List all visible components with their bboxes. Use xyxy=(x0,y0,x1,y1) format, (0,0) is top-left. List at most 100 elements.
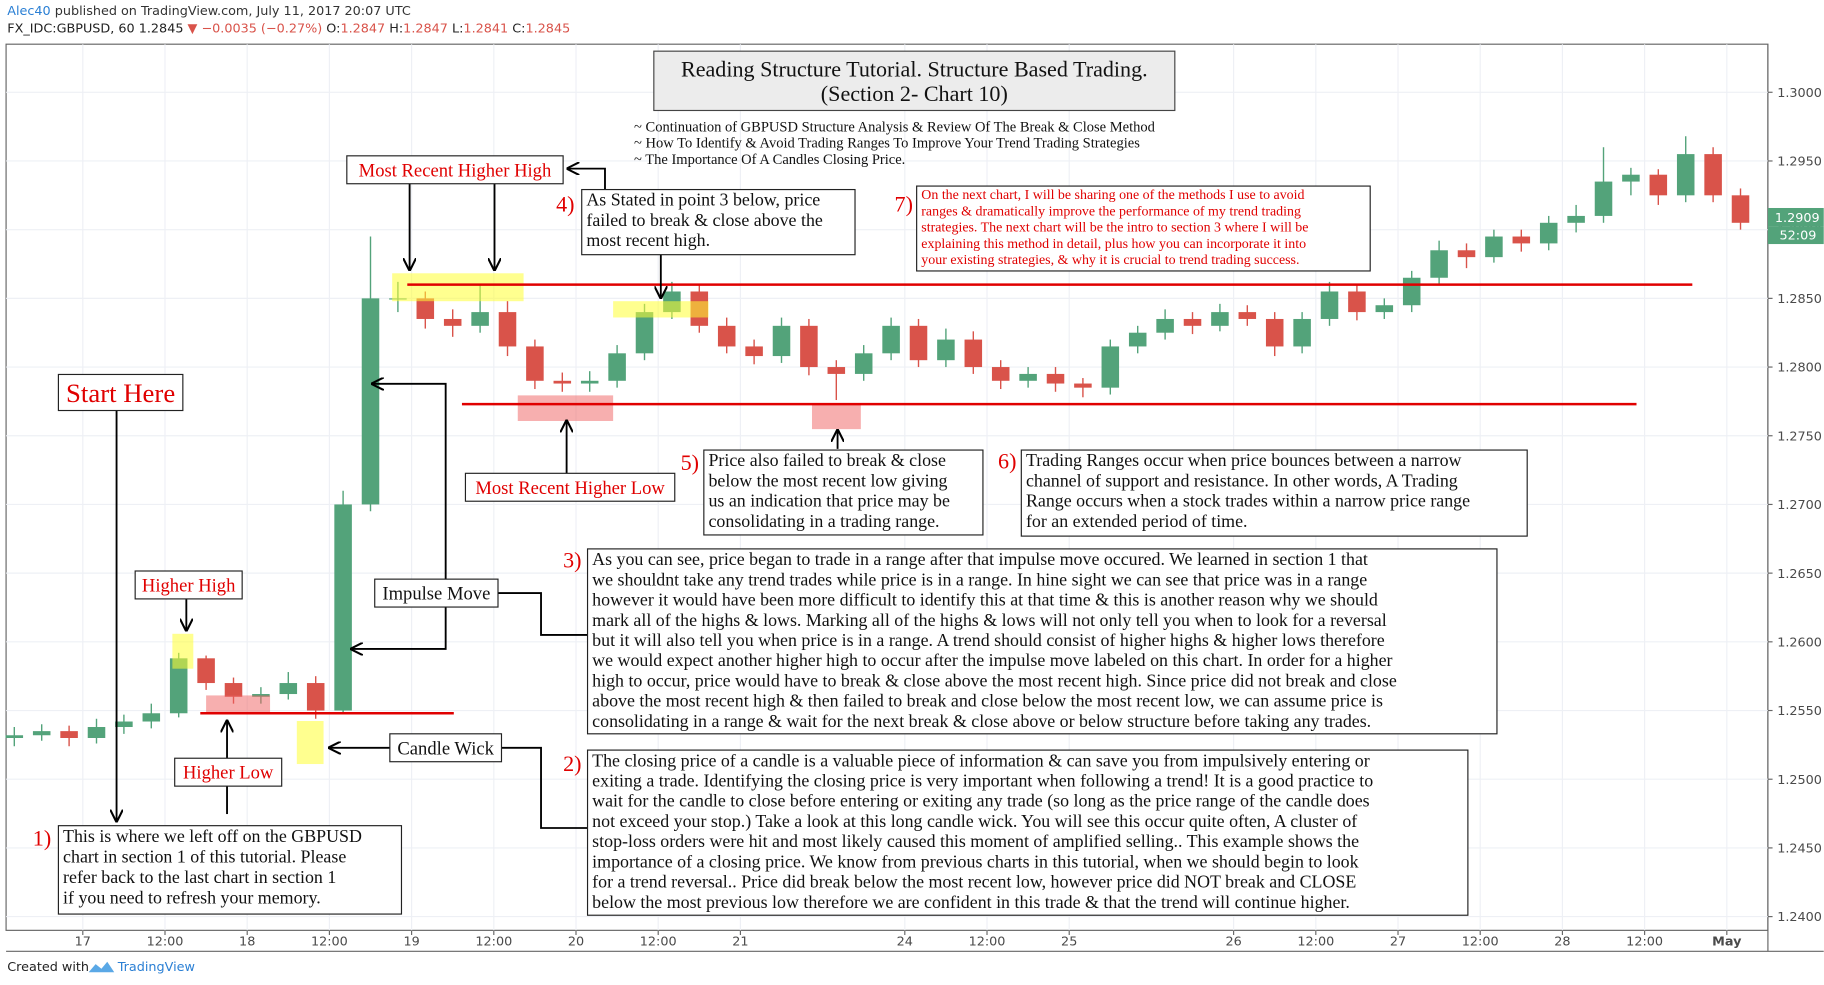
bullet: ~ How To Identify & Avoid Trading Ranges… xyxy=(634,136,1140,152)
label-box xyxy=(346,155,564,185)
candle-body xyxy=(1046,373,1065,384)
countdown: 52:09 xyxy=(1780,228,1817,243)
candle-body xyxy=(1265,318,1284,347)
levels xyxy=(200,283,1693,715)
candle-body xyxy=(1512,236,1531,244)
header-line: Alec40 published on TradingView.com, Jul… xyxy=(7,4,411,19)
note-line: below the most recent low giving xyxy=(708,470,947,490)
candle-body xyxy=(1649,174,1668,196)
x-tick-label: 26 xyxy=(1225,934,1241,949)
y-tick-label: 1.2950 xyxy=(1777,155,1822,170)
o-value: 1.2847 xyxy=(340,22,385,37)
candle-body xyxy=(1594,181,1613,216)
c-value: 1.2845 xyxy=(525,22,570,37)
candle-body xyxy=(471,312,489,326)
candle-body xyxy=(1704,154,1722,196)
note-line: we shouldnt take any trend trades while … xyxy=(592,569,1367,589)
connector xyxy=(501,746,588,829)
y-tick-label: 1.2450 xyxy=(1777,842,1822,857)
symbol-line: FX_IDC:GBPUSD, 60 1.2845 ▼ −0.0035 (−0.2… xyxy=(7,22,570,37)
footer-brand[interactable]: TradingView xyxy=(117,960,195,975)
label-box xyxy=(174,757,283,787)
l-value: 1.2841 xyxy=(463,22,508,37)
note-line: This is where we left off on the GBPUSD xyxy=(63,826,362,846)
note-line: exiting a trade. Identifying the closing… xyxy=(592,771,1373,791)
x-tick-label: 25 xyxy=(1061,934,1077,949)
candle-body xyxy=(142,713,161,722)
candle-body xyxy=(1238,312,1257,319)
note-line: channel of support and resistance. In ot… xyxy=(1026,470,1458,490)
note-box xyxy=(1020,449,1528,537)
footer-created: Created with xyxy=(7,960,89,975)
note-line: stop-loss orders were hit and most likel… xyxy=(592,831,1359,851)
candle-body xyxy=(60,731,78,738)
candle-body xyxy=(1676,154,1695,196)
x-tick-label: 17 xyxy=(75,934,91,949)
candle-body xyxy=(991,367,1010,381)
note-line: consolidating in a trading range. xyxy=(708,511,939,531)
candle-body xyxy=(1485,236,1503,258)
candle-body xyxy=(1348,291,1366,313)
candle-body xyxy=(1622,174,1640,182)
note-line: Trading Ranges occur when price bounces … xyxy=(1026,450,1462,470)
candle-body xyxy=(306,683,325,711)
y-tick-label: 1.2850 xyxy=(1777,292,1822,307)
author[interactable]: Alec40 xyxy=(7,4,50,19)
note-line: high to occur, price would have to break… xyxy=(592,670,1397,690)
arrow xyxy=(372,384,447,580)
x-tick-label: 12:00 xyxy=(1462,934,1499,949)
note-number: 6) xyxy=(998,449,1016,474)
label: Candle Wick xyxy=(397,738,494,759)
candle-body xyxy=(197,658,215,684)
note-line: your existing strategies, & why it is cr… xyxy=(921,253,1299,268)
candle-body xyxy=(334,504,352,711)
note-line: not exceed your stop.) Take a look at th… xyxy=(592,811,1357,832)
o-label: O: xyxy=(326,22,340,37)
note-box xyxy=(581,188,856,256)
x-tick-label: 12:00 xyxy=(640,934,677,949)
y-tick-label: 1.2750 xyxy=(1777,429,1822,444)
note-line: explaining this method in detail, plus h… xyxy=(921,237,1306,252)
note-box xyxy=(916,185,1371,272)
symbol: FX_IDC:GBPUSD, 60 xyxy=(7,22,134,37)
candle-body xyxy=(498,312,517,347)
candle-body xyxy=(854,353,873,374)
note-line: wait for the candle to close before ente… xyxy=(592,791,1369,812)
candle-body xyxy=(1539,222,1558,244)
candle-body xyxy=(717,325,736,347)
note-line: but it will also tell you when price is … xyxy=(592,630,1385,650)
note-line: ranges & dramatically improve the perfor… xyxy=(921,204,1301,219)
arrow xyxy=(351,607,447,649)
candle-body xyxy=(1457,250,1476,258)
x-tick-label: 24 xyxy=(897,934,913,949)
arrows xyxy=(117,169,838,829)
annotation-highlights xyxy=(172,273,861,765)
candle-body xyxy=(169,658,188,714)
label-box xyxy=(374,578,499,608)
note-line: On the next chart, I will be sharing one… xyxy=(921,188,1304,203)
label: Start Here xyxy=(66,378,175,408)
note-line: chart in section 1 of this tutorial. Ple… xyxy=(63,847,346,867)
candle-body xyxy=(1074,383,1092,388)
candle-body xyxy=(1320,291,1339,319)
note-number: 1) xyxy=(33,825,51,850)
subtitle: (Section 2- Chart 10) xyxy=(821,81,1008,106)
candle-body xyxy=(800,325,818,368)
candle-body xyxy=(252,694,270,697)
candle-body xyxy=(1430,250,1448,278)
x-tick-label: 12:00 xyxy=(1297,934,1334,949)
countdown-tag xyxy=(1767,226,1824,245)
y-tick-label: 1.3000 xyxy=(1777,86,1822,101)
y-tick-label: 1.2500 xyxy=(1777,773,1822,788)
last-price: 1.2909 xyxy=(1775,211,1820,226)
highlight xyxy=(296,721,324,765)
change: ▼ −0.0035 (−0.27%) xyxy=(188,22,323,37)
highlight xyxy=(392,273,524,302)
c-label: C: xyxy=(512,22,525,37)
note-line: above the most recent high & then failed… xyxy=(592,691,1383,711)
candle-body xyxy=(224,683,243,697)
highlight xyxy=(206,695,271,715)
x-tick-label: 20 xyxy=(568,934,584,949)
y-tick-label: 1.2800 xyxy=(1777,361,1822,376)
